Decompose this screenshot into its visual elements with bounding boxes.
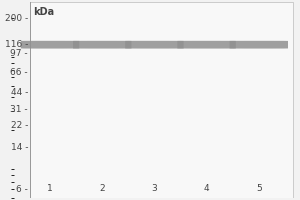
Text: 2: 2 (99, 184, 105, 193)
Text: 4: 4 (204, 184, 209, 193)
Text: 200 -: 200 - (5, 14, 28, 23)
Text: 31 -: 31 - (11, 105, 28, 114)
FancyBboxPatch shape (177, 41, 236, 49)
Text: kDa: kDa (33, 7, 54, 17)
FancyBboxPatch shape (230, 41, 288, 49)
Text: 14 -: 14 - (11, 143, 28, 152)
Text: 22 -: 22 - (11, 121, 28, 130)
Text: 66 -: 66 - (11, 68, 28, 77)
FancyBboxPatch shape (21, 41, 79, 49)
Text: 6 -: 6 - (16, 185, 28, 194)
Text: 3: 3 (152, 184, 157, 193)
Text: 5: 5 (256, 184, 262, 193)
Text: 97 -: 97 - (11, 49, 28, 58)
Text: 44 -: 44 - (11, 88, 28, 97)
Text: 116 -: 116 - (5, 40, 28, 49)
Text: 1: 1 (47, 184, 53, 193)
FancyBboxPatch shape (125, 41, 184, 49)
FancyBboxPatch shape (73, 41, 131, 49)
